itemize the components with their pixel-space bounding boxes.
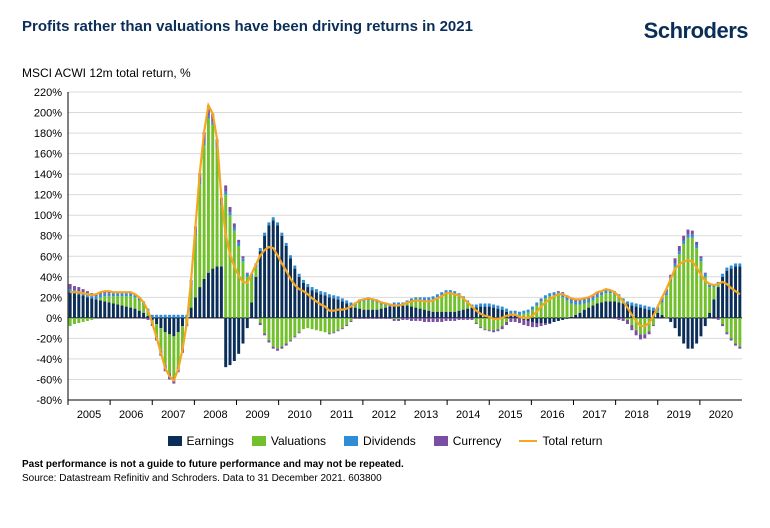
svg-text:2008: 2008 — [203, 409, 227, 421]
svg-text:20%: 20% — [40, 292, 62, 304]
return-decomposition-chart: -80% -60% -40% -20% 0% 20% 40% 60% 80% 100% 120% 14… — [22, 88, 748, 428]
legend-valuations: Valuations — [252, 434, 326, 448]
svg-text:40%: 40% — [40, 272, 62, 284]
chart-footer: Past performance is not a guide to futur… — [22, 458, 748, 485]
chart-legend: Earnings Valuations Dividends Currency T… — [22, 434, 748, 448]
svg-text:2010: 2010 — [287, 409, 311, 421]
svg-text:220%: 220% — [34, 88, 62, 99]
legend-dividends: Dividends — [344, 434, 416, 448]
svg-text:180%: 180% — [34, 128, 62, 140]
svg-text:2019: 2019 — [667, 409, 691, 421]
svg-text:60%: 60% — [40, 251, 62, 263]
svg-text:2013: 2013 — [414, 409, 438, 421]
svg-text:-80%: -80% — [36, 395, 62, 407]
svg-text:2005: 2005 — [77, 409, 101, 421]
svg-text:2017: 2017 — [582, 409, 606, 421]
schroders-logo: Schroders — [644, 18, 748, 44]
svg-text:2016: 2016 — [540, 409, 564, 421]
legend-total: Total return — [519, 434, 602, 448]
legend-currency: Currency — [434, 434, 502, 448]
source-text: Source: Datastream Refinitiv and Schrode… — [22, 472, 748, 486]
svg-text:2018: 2018 — [624, 409, 648, 421]
page-title: Profits rather than valuations have been… — [22, 18, 473, 35]
svg-text:2015: 2015 — [498, 409, 522, 421]
chart-subtitle: MSCI ACWI 12m total return, % — [22, 66, 748, 80]
legend-earnings: Earnings — [168, 434, 234, 448]
svg-text:2020: 2020 — [709, 409, 733, 421]
svg-text:-40%: -40% — [36, 354, 62, 366]
svg-text:2012: 2012 — [372, 409, 396, 421]
svg-text:2006: 2006 — [119, 409, 143, 421]
disclaimer-text: Past performance is not a guide to futur… — [22, 458, 748, 472]
svg-text:200%: 200% — [34, 108, 62, 120]
svg-text:-20%: -20% — [36, 333, 62, 345]
svg-text:120%: 120% — [34, 190, 62, 202]
svg-text:80%: 80% — [40, 231, 62, 243]
svg-text:2007: 2007 — [161, 409, 185, 421]
svg-text:100%: 100% — [34, 210, 62, 222]
svg-text:2009: 2009 — [245, 409, 269, 421]
svg-text:0%: 0% — [46, 313, 62, 325]
svg-text:140%: 140% — [34, 169, 62, 181]
svg-text:-60%: -60% — [36, 374, 62, 386]
svg-text:2014: 2014 — [456, 409, 480, 421]
svg-text:2011: 2011 — [330, 409, 354, 421]
svg-text:160%: 160% — [34, 149, 62, 161]
